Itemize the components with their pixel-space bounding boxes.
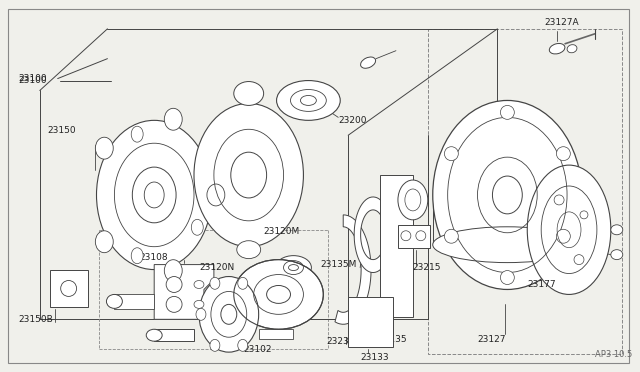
Polygon shape <box>50 270 88 307</box>
Ellipse shape <box>398 180 428 220</box>
Polygon shape <box>380 175 413 317</box>
Text: 23108: 23108 <box>140 253 168 262</box>
Ellipse shape <box>207 184 225 206</box>
Ellipse shape <box>237 241 260 259</box>
Circle shape <box>580 211 588 219</box>
Circle shape <box>166 296 182 312</box>
Ellipse shape <box>95 137 113 159</box>
Circle shape <box>500 270 515 285</box>
Ellipse shape <box>231 152 267 198</box>
Text: 23133: 23133 <box>360 353 388 362</box>
Ellipse shape <box>611 225 623 235</box>
Polygon shape <box>398 225 430 248</box>
Text: 23100: 23100 <box>18 76 47 85</box>
Polygon shape <box>154 329 194 341</box>
Ellipse shape <box>210 278 220 289</box>
Polygon shape <box>154 264 214 319</box>
Circle shape <box>554 195 564 205</box>
Ellipse shape <box>194 301 204 308</box>
Circle shape <box>556 229 570 243</box>
Ellipse shape <box>276 256 312 279</box>
Text: 23120M: 23120M <box>264 227 300 236</box>
Text: 23200: 23200 <box>339 116 367 125</box>
Ellipse shape <box>238 339 248 351</box>
Circle shape <box>574 255 584 264</box>
Text: 23118: 23118 <box>253 280 282 289</box>
Ellipse shape <box>360 57 376 68</box>
Ellipse shape <box>433 227 582 263</box>
Ellipse shape <box>567 45 577 53</box>
Ellipse shape <box>131 248 143 264</box>
Circle shape <box>444 229 458 243</box>
Ellipse shape <box>234 260 323 329</box>
Ellipse shape <box>131 126 143 142</box>
Text: 23215: 23215 <box>413 263 442 272</box>
Text: 23177: 23177 <box>527 280 556 289</box>
Ellipse shape <box>549 44 565 54</box>
Ellipse shape <box>97 120 212 270</box>
Text: 23135M: 23135M <box>321 260 356 269</box>
Circle shape <box>500 105 515 119</box>
Text: 23127A: 23127A <box>544 18 579 28</box>
Polygon shape <box>8 9 628 363</box>
Polygon shape <box>335 215 371 324</box>
Ellipse shape <box>194 280 204 288</box>
Ellipse shape <box>300 96 316 105</box>
Circle shape <box>401 231 411 241</box>
Circle shape <box>61 280 77 296</box>
Ellipse shape <box>196 308 206 320</box>
Text: 23150B: 23150B <box>18 315 52 324</box>
Ellipse shape <box>164 108 182 130</box>
Text: 23102: 23102 <box>244 344 272 354</box>
Text: 23135: 23135 <box>378 335 406 344</box>
Ellipse shape <box>492 176 522 214</box>
Ellipse shape <box>267 285 291 304</box>
Ellipse shape <box>191 219 204 235</box>
Ellipse shape <box>433 100 582 289</box>
Text: AP3 10.5: AP3 10.5 <box>595 350 632 359</box>
Text: 23100: 23100 <box>18 74 47 83</box>
Ellipse shape <box>95 231 113 253</box>
Ellipse shape <box>199 276 259 352</box>
Ellipse shape <box>132 167 176 223</box>
Polygon shape <box>348 298 393 347</box>
Ellipse shape <box>106 294 122 308</box>
Ellipse shape <box>238 278 248 289</box>
Ellipse shape <box>527 165 611 294</box>
Ellipse shape <box>234 81 264 105</box>
Text: 23150: 23150 <box>48 126 76 135</box>
Ellipse shape <box>289 264 298 270</box>
Circle shape <box>166 276 182 292</box>
Polygon shape <box>115 294 154 310</box>
Ellipse shape <box>210 339 220 351</box>
Circle shape <box>416 231 426 241</box>
Text: 23127: 23127 <box>477 335 506 344</box>
Polygon shape <box>354 197 388 273</box>
Text: 23230: 23230 <box>326 337 355 346</box>
Ellipse shape <box>144 182 164 208</box>
Text: 23120N: 23120N <box>199 263 234 272</box>
Polygon shape <box>259 329 294 339</box>
Circle shape <box>556 147 570 161</box>
Ellipse shape <box>221 304 237 324</box>
Ellipse shape <box>194 103 303 247</box>
Ellipse shape <box>146 329 162 341</box>
Ellipse shape <box>611 250 623 260</box>
Ellipse shape <box>164 260 182 282</box>
Circle shape <box>444 147 458 161</box>
Ellipse shape <box>276 81 340 120</box>
